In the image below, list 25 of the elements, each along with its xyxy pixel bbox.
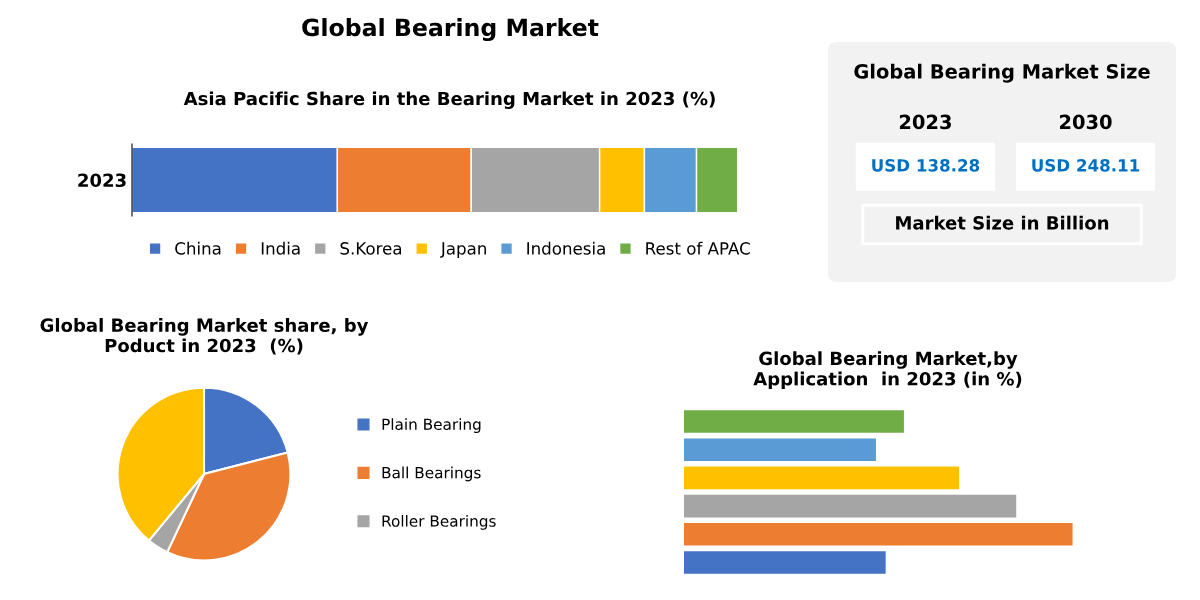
legend-label: Indonesia — [527, 241, 605, 255]
bar — [684, 494, 1017, 518]
legend-label: Roller Bearings — [382, 515, 496, 530]
legend-label: Plain Bearing — [382, 418, 481, 433]
text: USD 248.11 — [1032, 159, 1140, 172]
text: Market Size in Billion — [896, 215, 1109, 230]
legend-label: Japan — [440, 242, 486, 258]
bar — [684, 410, 904, 433]
legend-label: China — [175, 241, 221, 255]
legend-label: S.Korea — [340, 242, 402, 255]
bar — [684, 551, 886, 574]
chart-title: Global Bearing Market share, by Poduct in 2023 (%) — [40, 318, 369, 355]
text: USD 138.28 — [872, 159, 980, 172]
bar — [684, 438, 876, 461]
chart-title: Global Bearing Market,by Application in 2023 (in %) — [753, 351, 1022, 390]
chart-subtitle: Asia Pacific Share in the Bearing Market in 2023 (%) — [183, 91, 715, 110]
chart-title: Global Bearing Market — [302, 18, 599, 42]
bar — [684, 466, 960, 490]
text: 2023 — [78, 173, 126, 188]
text: 2030 — [1060, 114, 1112, 130]
legend-label: India — [261, 241, 300, 255]
legend-label: Ball Bearings — [382, 466, 481, 482]
text: Global Bearing Market Size — [854, 63, 1150, 83]
bar — [684, 523, 1073, 546]
legend-label: Rest of APAC — [646, 241, 750, 255]
